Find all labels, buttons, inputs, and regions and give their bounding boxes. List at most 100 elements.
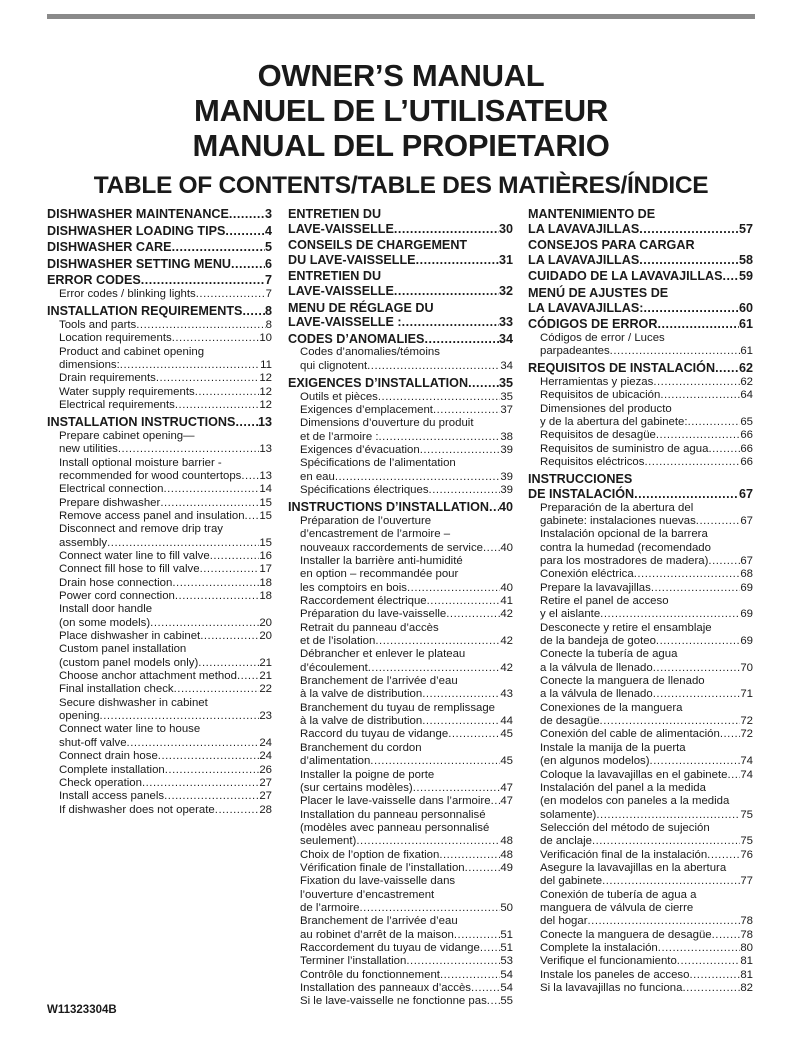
toc-subsection-entry[interactable]: Complete la instalación 80 xyxy=(528,942,753,955)
toc-subsection-entry[interactable]: Installation des panneaux d’accès 54 xyxy=(288,982,513,995)
toc-section-entry[interactable]: INSTALLATION INSTRUCTIONS 13 xyxy=(47,415,272,430)
toc-subsection-entry[interactable]: Prepare dishwasher 15 xyxy=(47,497,272,510)
toc-subsection-entry[interactable]: Check operation 27 xyxy=(47,777,272,790)
toc-subsection-entry[interactable]: Power cord connection 18 xyxy=(47,590,272,603)
toc-subsection-entry[interactable]: Drain requirements 12 xyxy=(47,372,272,385)
toc-subsection-entry[interactable]: Contrôle du fonctionnement 54 xyxy=(288,969,513,982)
toc-subsection-entry[interactable]: Install optional moisture barrier - recom… xyxy=(47,457,272,484)
toc-subsection-entry[interactable]: Install access panels 27 xyxy=(47,790,272,803)
toc-subsection-entry[interactable]: Raccordement du tuyau de vidange 51 xyxy=(288,942,513,955)
toc-subsection-entry[interactable]: Exigences d’évacuation 39 xyxy=(288,444,513,457)
toc-subsection-entry[interactable]: Requisitos de desagüe 66 xyxy=(528,429,753,442)
toc-subsection-entry[interactable]: Branchement de l’arrivée d’eau au robinet… xyxy=(288,915,513,942)
toc-subsection-entry[interactable]: Coloque la lavavajillas en el gabinete 74 xyxy=(528,769,753,782)
toc-subsection-entry[interactable]: Requisitos de suministro de agua 66 xyxy=(528,443,753,456)
toc-subsection-entry[interactable]: Connect water line to fill valve 16 xyxy=(47,550,272,563)
toc-subsection-entry[interactable]: Raccordement électrique 41 xyxy=(288,595,513,608)
toc-subsection-entry[interactable]: Raccord du tuyau de vidange 45 xyxy=(288,728,513,741)
toc-subsection-entry[interactable]: Conexión eléctrica 68 xyxy=(528,568,753,581)
toc-subsection-entry[interactable]: Outils et pièces 35 xyxy=(288,391,513,404)
toc-subsection-entry[interactable]: Verificación final de la instalación 76 xyxy=(528,849,753,862)
toc-subsection-entry[interactable]: Connect water line to house shut-off valv… xyxy=(47,723,272,750)
toc-subsection-entry[interactable]: Instalación del panel a la medida (en mod… xyxy=(528,782,753,822)
toc-subsection-entry[interactable]: Install door handle(on some models) 20 xyxy=(47,603,272,630)
toc-subsection-entry[interactable]: Requisitos de ubicación 64 xyxy=(528,389,753,402)
toc-section-entry[interactable]: CODES D’ANOMALIES 34 xyxy=(288,332,513,347)
toc-subsection-entry[interactable]: Electrical requirements 12 xyxy=(47,399,272,412)
toc-subsection-entry[interactable]: Installer la barrière anti-humidité en op… xyxy=(288,555,513,595)
toc-subsection-entry[interactable]: Water supply requirements 12 xyxy=(47,386,272,399)
toc-subsection-entry[interactable]: Préparation de l’ouverture d’encastrement… xyxy=(288,515,513,555)
toc-section-entry[interactable]: DISHWASHER SETTING MENU 6 xyxy=(47,257,272,272)
toc-subsection-entry[interactable]: Preparación de la abertura del gabinete: … xyxy=(528,502,753,529)
toc-section-entry[interactable]: INSTALLATION REQUIREMENTS 8 xyxy=(47,304,272,319)
toc-subsection-entry[interactable]: Terminer l’installation 53 xyxy=(288,955,513,968)
toc-section-entry[interactable]: DISHWASHER CARE 5 xyxy=(47,240,272,255)
toc-subsection-entry[interactable]: Branchement du tuyau de remplissage à la … xyxy=(288,702,513,729)
toc-subsection-entry[interactable]: Herramientas y piezas 62 xyxy=(528,376,753,389)
toc-subsection-entry[interactable]: Drain hose connection 18 xyxy=(47,577,272,590)
toc-subsection-entry[interactable]: Complete installation 26 xyxy=(47,764,272,777)
toc-section-entry[interactable]: DISHWASHER LOADING TIPS 4 xyxy=(47,224,272,239)
toc-subsection-entry[interactable]: Instalación opcional de la barrera contra… xyxy=(528,528,753,568)
toc-section-entry[interactable]: ERROR CODES 7 xyxy=(47,273,272,288)
toc-subsection-entry[interactable]: Si la lavavajillas no funciona 82 xyxy=(528,982,753,995)
toc-subsection-entry[interactable]: Instale la manija de la puerta (en alguno… xyxy=(528,742,753,769)
toc-subsection-entry[interactable]: Instale los paneles de acceso 81 xyxy=(528,969,753,982)
toc-subsection-entry[interactable]: Spécifications électriques 39 xyxy=(288,484,513,497)
toc-subsection-entry[interactable]: Custom panel installation (custom panel m… xyxy=(47,643,272,670)
toc-subsection-entry[interactable]: Choose anchor attachment method 21 xyxy=(47,670,272,683)
toc-subsection-entry[interactable]: Conecte la manguera de desagüe 78 xyxy=(528,929,753,942)
toc-subsection-entry[interactable]: Vérification finale de l’installation 49 xyxy=(288,862,513,875)
toc-subsection-entry[interactable]: Prepare la lavavajillas 69 xyxy=(528,582,753,595)
toc-subsection-entry[interactable]: Remove access panel and insulation 15 xyxy=(47,510,272,523)
toc-subsection-entry[interactable]: Asegure la lavavajillas en la abertura de… xyxy=(528,862,753,889)
toc-subsection-entry[interactable]: Si le lave-vaisselle ne fonctionne pas 55 xyxy=(288,995,513,1008)
toc-subsection-entry[interactable]: Fixation du lave-vaisselle dans l’ouvertu… xyxy=(288,875,513,915)
toc-subsection-entry[interactable]: Requisitos eléctricos 66 xyxy=(528,456,753,469)
toc-subsection-entry[interactable]: Retrait du panneau d’accès et de l’isolat… xyxy=(288,622,513,649)
toc-subsection-entry[interactable]: Dimensions d’ouverture du produit et de l… xyxy=(288,417,513,444)
toc-subsection-entry[interactable]: Connect fill hose to fill valve 17 xyxy=(47,563,272,576)
toc-subsection-entry[interactable]: Choix de l’option de fixation 48 xyxy=(288,849,513,862)
toc-subsection-entry[interactable]: Débrancher et enlever le plateau d’écoule… xyxy=(288,648,513,675)
toc-section-entry[interactable]: REQUISITOS DE INSTALACIÓN 62 xyxy=(528,361,753,376)
toc-subsection-entry[interactable]: Location requirements 10 xyxy=(47,332,272,345)
toc-subsection-entry[interactable]: Connect drain hose 24 xyxy=(47,750,272,763)
toc-subsection-entry[interactable]: Prepare cabinet opening—new utilities 13 xyxy=(47,430,272,457)
toc-subsection-entry[interactable]: Installation du panneau personnalisé (mod… xyxy=(288,809,513,849)
toc-subsection-entry[interactable]: Conexión del cable de alimentación 72 xyxy=(528,728,753,741)
toc-subsection-entry[interactable]: Placer le lave-vaisselle dans l’armoire 4… xyxy=(288,795,513,808)
toc-subsection-entry[interactable]: Error codes / blinking lights 7 xyxy=(47,288,272,301)
toc-subsection-entry[interactable]: Verifique el funcionamiento 81 xyxy=(528,955,753,968)
toc-section-entry[interactable]: CÓDIGOS DE ERROR 61 xyxy=(528,317,753,332)
toc-subsection-entry[interactable]: Tools and parts 8 xyxy=(47,319,272,332)
toc-subsection-entry[interactable]: If dishwasher does not operate 28 xyxy=(47,804,272,817)
toc-subsection-entry[interactable]: Exigences d’emplacement 37 xyxy=(288,404,513,417)
toc-subsection-entry[interactable]: Préparation du lave-vaisselle 42 xyxy=(288,608,513,621)
toc-subsection-entry[interactable]: Place dishwasher in cabinet 20 xyxy=(47,630,272,643)
toc-subsection-entry[interactable]: Conecte la tubería de agua a la válvula d… xyxy=(528,648,753,675)
toc-subsection-entry[interactable]: Final installation check 22 xyxy=(47,683,272,696)
toc-subsection-entry[interactable]: Electrical connection 14 xyxy=(47,483,272,496)
toc-subsection-entry[interactable]: Dimensiones del producto y de la abertura… xyxy=(528,403,753,430)
toc-subsection-entry[interactable]: Installer la poigne de porte (sur certain… xyxy=(288,769,513,796)
toc-subsection-entry[interactable]: Selección del método de sujeción de ancla… xyxy=(528,822,753,849)
toc-subsection-entry[interactable]: Desconecte y retire el ensamblaje de la b… xyxy=(528,622,753,649)
